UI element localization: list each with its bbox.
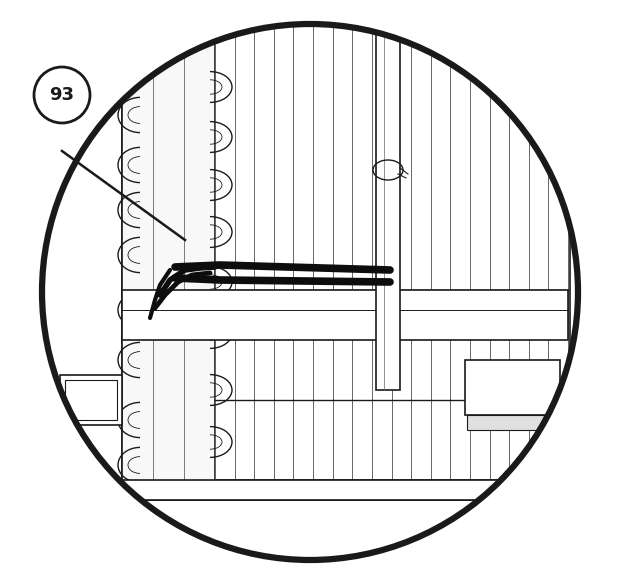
Bar bbox=[60, 375, 122, 425]
Bar bbox=[65, 380, 117, 420]
Bar bbox=[122, 480, 568, 500]
Bar bbox=[467, 415, 558, 430]
Bar bbox=[465, 360, 560, 415]
Bar bbox=[122, 290, 568, 340]
Circle shape bbox=[34, 67, 90, 123]
Bar bbox=[122, 22, 570, 500]
Bar bbox=[560, 385, 563, 390]
Bar bbox=[376, 0, 400, 390]
Bar bbox=[122, 22, 215, 500]
Text: 93: 93 bbox=[50, 86, 74, 104]
